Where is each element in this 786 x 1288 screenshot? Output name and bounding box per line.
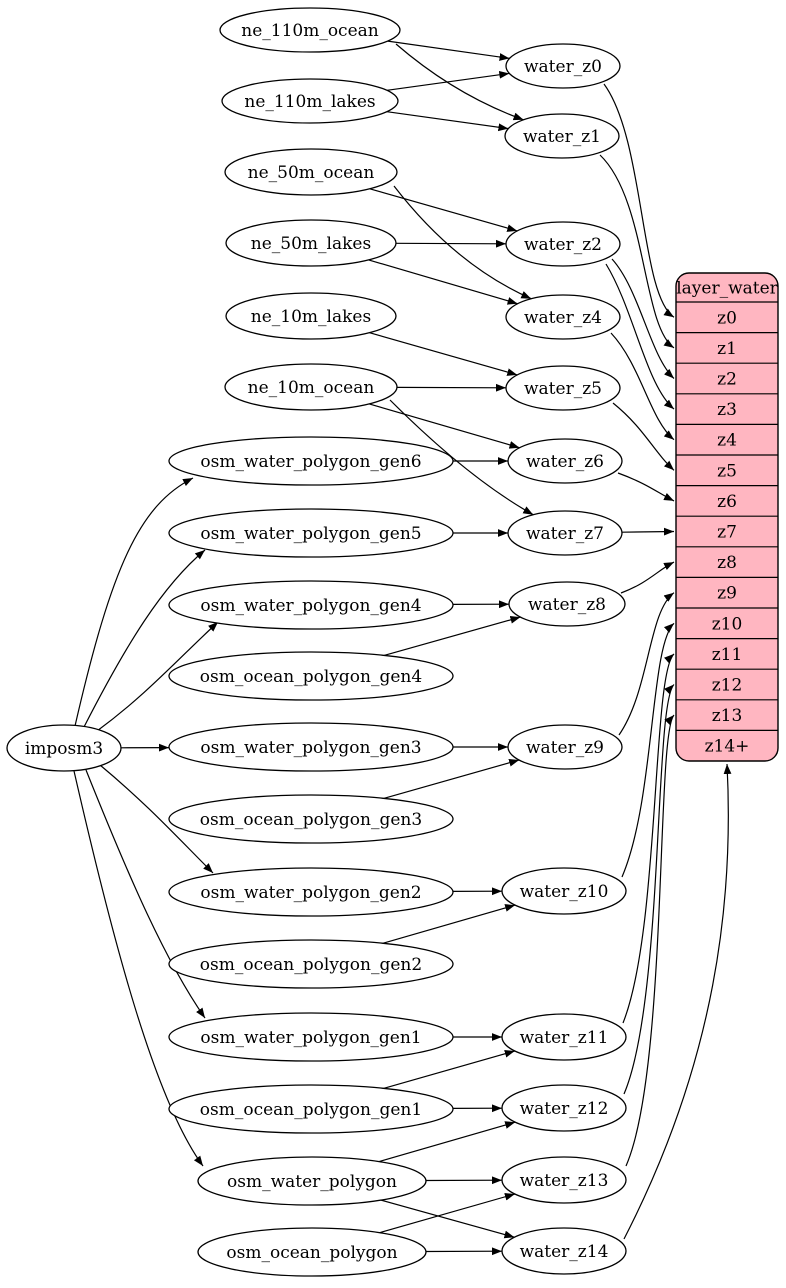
node-osm_ocean_polygon_gen1: osm_ocean_polygon_gen1: [169, 1085, 453, 1133]
record-layer_water: layer_water z0 z1 z2 z3 z4 z5 z6 z7 z8 z9 z10 z11 z12…: [676, 273, 779, 761]
node-label-ne_10m_ocean: ne_10m_ocean: [248, 378, 375, 398]
node-osm_ocean_polygon_gen3: osm_ocean_polygon_gen3: [169, 795, 453, 843]
node-label-ne_50m_ocean: ne_50m_ocean: [248, 163, 375, 183]
node-label-osm_ocean_polygon: osm_ocean_polygon: [226, 1243, 397, 1263]
node-ne_110m_lakes: ne_110m_lakes: [222, 79, 398, 123]
node-osm_ocean_polygon_gen2: osm_ocean_polygon_gen2: [169, 940, 453, 988]
node-osm_water_polygon_gen1: osm_water_polygon_gen1: [169, 1013, 453, 1061]
node-osm_water_polygon_gen5: osm_water_polygon_gen5: [169, 509, 453, 557]
node-osm_water_polygon: osm_water_polygon: [198, 1157, 426, 1205]
record-header-layer_water: layer_water: [676, 279, 778, 299]
node-label-osm_water_polygon_gen5: osm_water_polygon_gen5: [200, 524, 421, 544]
node-label-osm_ocean_polygon_gen2: osm_ocean_polygon_gen2: [200, 955, 422, 975]
node-osm_water_polygon_gen4: osm_water_polygon_gen4: [169, 581, 453, 629]
node-label-water_z9: water_z9: [526, 738, 604, 758]
node-label-water_z4: water_z4: [524, 308, 602, 328]
record-row-z9: z9: [717, 584, 737, 604]
node-osm_water_polygon_gen3: osm_water_polygon_gen3: [169, 723, 453, 771]
node-label-osm_ocean_polygon_gen1: osm_ocean_polygon_gen1: [200, 1100, 422, 1120]
node-label-osm_water_polygon_gen4: osm_water_polygon_gen4: [200, 596, 421, 616]
node-water_z0: water_z0: [506, 44, 620, 88]
node-water_z5: water_z5: [506, 366, 620, 410]
node-water_z10: water_z10: [502, 868, 626, 914]
node-label-osm_water_polygon_gen2: osm_water_polygon_gen2: [200, 883, 421, 903]
record-row-z4: z4: [717, 431, 737, 451]
node-label-osm_water_polygon_gen3: osm_water_polygon_gen3: [200, 738, 421, 758]
record-row-z14+: z14+: [705, 737, 750, 757]
record-row-z12: z12: [712, 676, 743, 696]
node-osm_water_polygon_gen2: osm_water_polygon_gen2: [169, 868, 453, 916]
node-osm_ocean_polygon_gen4: osm_ocean_polygon_gen4: [169, 652, 453, 700]
record-row-z8: z8: [717, 553, 737, 573]
node-label-water_z12: water_z12: [520, 1099, 609, 1119]
node-water_z2: water_z2: [506, 222, 620, 266]
record-row-z6: z6: [717, 492, 737, 512]
node-water_z12: water_z12: [502, 1085, 626, 1131]
record-row-z7: z7: [717, 523, 737, 543]
edge-ne_50m_lakes-to-water_z2: [396, 243, 506, 244]
node-ne_50m_lakes: ne_50m_lakes: [226, 220, 396, 266]
node-label-water_z0: water_z0: [524, 57, 602, 77]
node-label-osm_ocean_polygon_gen4: osm_ocean_polygon_gen4: [200, 667, 422, 687]
node-ne_10m_lakes: ne_10m_lakes: [226, 293, 396, 339]
node-label-water_z1: water_z1: [523, 127, 601, 147]
node-label-water_z2: water_z2: [524, 235, 602, 255]
node-label-osm_water_polygon_gen1: osm_water_polygon_gen1: [200, 1028, 421, 1048]
node-ne_50m_ocean: ne_50m_ocean: [225, 149, 397, 195]
node-water_z14: water_z14: [502, 1228, 626, 1274]
node-ne_110m_ocean: ne_110m_ocean: [220, 8, 400, 52]
record-row-z10: z10: [712, 614, 743, 634]
node-ne_10m_ocean: ne_10m_ocean: [225, 364, 397, 410]
node-label-water_z11: water_z11: [520, 1028, 609, 1048]
node-label-water_z10: water_z10: [520, 882, 609, 902]
node-label-water_z8: water_z8: [528, 595, 606, 615]
node-label-ne_10m_lakes: ne_10m_lakes: [251, 307, 371, 327]
node-label-water_z13: water_z13: [520, 1171, 609, 1191]
record-row-z13: z13: [712, 706, 743, 726]
node-label-ne_50m_lakes: ne_50m_lakes: [251, 234, 371, 254]
node-label-osm_water_polygon_gen6: osm_water_polygon_gen6: [200, 452, 421, 472]
node-label-osm_ocean_polygon_gen3: osm_ocean_polygon_gen3: [200, 810, 422, 830]
node-label-water_z5: water_z5: [524, 379, 602, 399]
node-water_z1: water_z1: [505, 114, 619, 158]
node-label-water_z14: water_z14: [520, 1242, 609, 1262]
record-row-z1: z1: [717, 339, 737, 359]
node-label-water_z7: water_z7: [526, 524, 604, 544]
record-row-z0: z0: [717, 308, 737, 328]
node-water_z11: water_z11: [502, 1014, 626, 1060]
edge-water_z7-to-z7: [622, 532, 674, 533]
node-imposm3: imposm3: [7, 725, 121, 771]
node-water_z8: water_z8: [509, 582, 625, 626]
node-water_z6: water_z6: [508, 439, 622, 483]
record-row-z2: z2: [717, 370, 737, 390]
node-label-ne_110m_ocean: ne_110m_ocean: [241, 21, 379, 41]
node-water_z7: water_z7: [508, 511, 622, 555]
record-row-z5: z5: [717, 461, 737, 481]
node-label-water_z6: water_z6: [526, 452, 604, 472]
node-osm_water_polygon_gen6: osm_water_polygon_gen6: [169, 437, 453, 485]
node-label-imposm3: imposm3: [25, 739, 103, 759]
node-water_z9: water_z9: [508, 725, 622, 769]
record-row-z11: z11: [712, 645, 743, 665]
record-row-z3: z3: [717, 400, 737, 420]
node-water_z4: water_z4: [506, 295, 620, 339]
node-water_z13: water_z13: [502, 1157, 626, 1203]
node-label-ne_110m_lakes: ne_110m_lakes: [244, 92, 375, 112]
node-label-osm_water_polygon: osm_water_polygon: [227, 1172, 397, 1192]
node-osm_ocean_polygon: osm_ocean_polygon: [198, 1228, 426, 1276]
